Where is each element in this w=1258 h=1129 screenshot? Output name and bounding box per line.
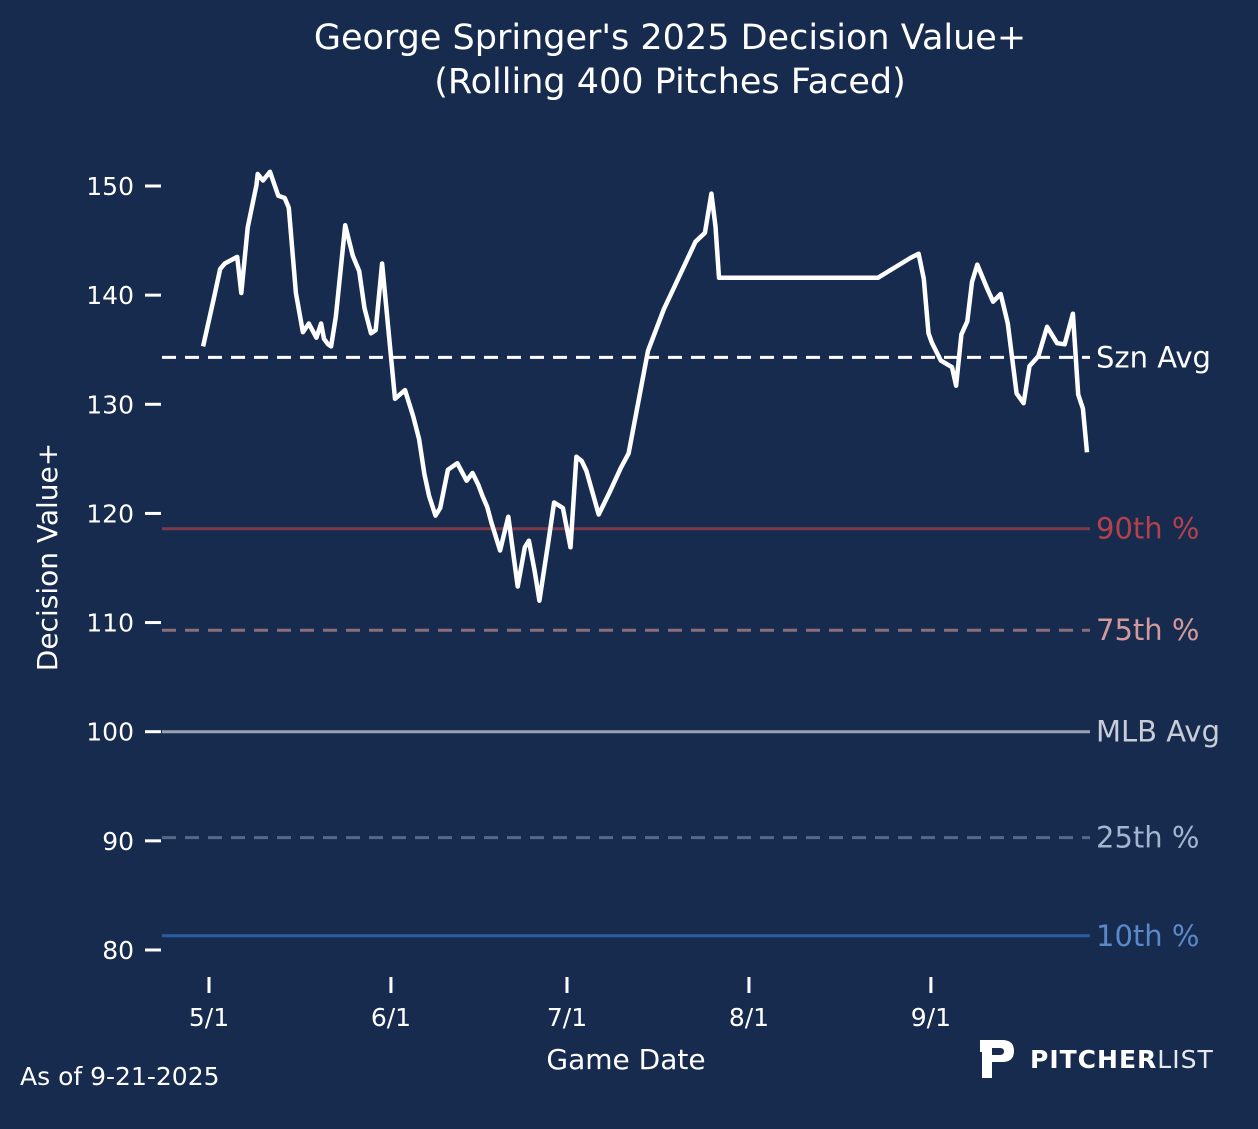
pitcherlist-logo: PITCHERLIST [978, 1038, 1214, 1080]
reference-lines: Szn Avg 90th % 75th % MLB Avg 25th % 10th % [162, 340, 1220, 953]
reference-label-10th-: 10th % [1096, 919, 1199, 953]
x-tick-label: 5/1 [189, 1003, 229, 1032]
y-tick-label: 110 [86, 609, 134, 638]
series-group [200, 169, 1090, 603]
chart-title: George Springer's 2025 Decision Value+ (… [0, 16, 1258, 104]
x-tick-label: 7/1 [547, 1003, 587, 1032]
y-tick-label: 80 [102, 936, 134, 965]
as-of-date: As of 9-21-2025 [20, 1062, 220, 1091]
reference-label-25th-: 25th % [1096, 821, 1199, 855]
y-tick-label: 130 [86, 390, 134, 419]
y-tick-label: 140 [86, 281, 134, 310]
y-tick-label: 120 [86, 499, 134, 528]
x-tick-label: 9/1 [911, 1003, 951, 1032]
y-tick-label: 100 [86, 718, 134, 747]
reference-label-90th-: 90th % [1096, 512, 1199, 546]
chart-title-line2: (Rolling 400 Pitches Faced) [434, 62, 906, 102]
x-axis: 5/1 6/1 7/1 8/1 9/1 [189, 977, 951, 1032]
series-line-decision-value [200, 169, 1090, 603]
pitcherlist-p-logo-icon [980, 1040, 1014, 1078]
reference-label-szn-avg: Szn Avg [1096, 340, 1211, 374]
pitcherlist-wordmark: PITCHERLIST [1030, 1045, 1214, 1074]
y-tick-label: 150 [86, 172, 134, 201]
y-axis: 80 90 100 110 120 130 140 150 [86, 172, 161, 965]
logo-word-bold: PITCHER [1030, 1044, 1158, 1074]
reference-label-mlb-avg: MLB Avg [1096, 715, 1220, 749]
logo-word-light: LIST [1157, 1044, 1214, 1074]
x-tick-label: 6/1 [371, 1003, 411, 1032]
x-axis-label: Game Date [546, 1043, 705, 1076]
chart-title-line1: George Springer's 2025 Decision Value+ [313, 18, 1027, 58]
y-tick-label: 90 [102, 827, 134, 856]
x-tick-label: 8/1 [729, 1003, 769, 1032]
y-axis-label: Decision Value+ [31, 443, 64, 671]
reference-label-75th-: 75th % [1096, 613, 1199, 647]
